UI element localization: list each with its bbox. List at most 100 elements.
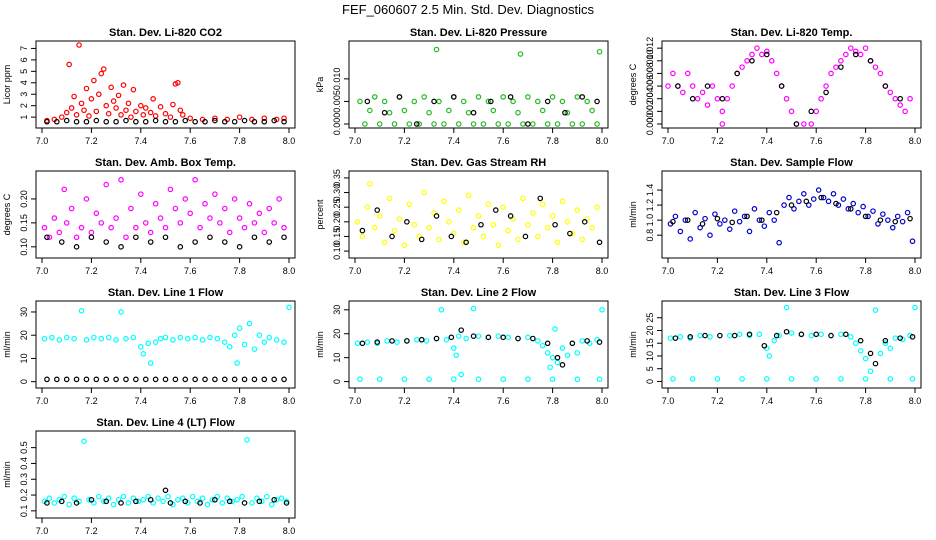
data-point [500, 204, 507, 210]
data-point [251, 234, 258, 241]
data-point [413, 336, 420, 343]
data-point [714, 95, 721, 102]
data-point [63, 334, 70, 341]
data-point [714, 376, 721, 382]
data-point [41, 224, 48, 231]
data-point [894, 213, 901, 220]
data-point [197, 500, 203, 506]
data-point [226, 344, 233, 350]
data-point [763, 51, 770, 58]
data-point [241, 117, 248, 124]
data-point [559, 362, 566, 368]
data-point [756, 331, 763, 338]
data-point [463, 335, 469, 342]
data-point [828, 70, 834, 77]
y-tick-label: 1.2 [645, 199, 655, 212]
data-point [93, 210, 100, 217]
data-point [840, 196, 847, 202]
data-point [266, 205, 273, 212]
data-point [147, 360, 154, 366]
data-point [788, 330, 795, 336]
data-point [371, 94, 378, 100]
panel-5: Stan. Dev. Gas Stream RH percent 7.0 7.2 7.4… [315, 157, 609, 276]
data-point [689, 95, 696, 102]
y-axis-label: ml/min [628, 331, 638, 358]
data-point [500, 334, 507, 341]
data-point [596, 239, 603, 246]
data-point [554, 121, 561, 127]
data-point [182, 498, 189, 505]
data-point [217, 220, 223, 226]
panel-title: Stan. Dev. Sample Flow [730, 157, 853, 169]
data-point [751, 206, 758, 212]
data-point [786, 194, 792, 201]
y-tick-label: 0.006 [645, 75, 655, 98]
data-point [704, 102, 711, 108]
data-point [761, 342, 768, 349]
plot-frame [661, 300, 922, 389]
data-point [450, 345, 457, 351]
data-point [525, 376, 531, 383]
data-point [133, 224, 139, 231]
data-point [118, 500, 124, 506]
panel-title: Stan. Dev. Line 1 Flow [108, 287, 224, 299]
data-point [433, 213, 440, 219]
data-point [744, 57, 750, 64]
data-point [702, 332, 708, 339]
data-point [202, 376, 208, 383]
y-tick-label: 20 [332, 329, 342, 339]
data-point [162, 118, 169, 125]
panel-title: Stan. Dev. Li-820 CO2 [109, 27, 222, 39]
data-point [675, 83, 681, 89]
data-point [520, 121, 526, 127]
data-point [140, 350, 147, 357]
data-point [160, 498, 166, 505]
x-tick-label: 8.0 [283, 136, 296, 146]
data-point [105, 334, 112, 341]
data-point [433, 46, 440, 53]
data-point [152, 117, 159, 124]
data-point [729, 83, 736, 89]
x-tick-label: 7.2 [711, 266, 724, 276]
data-point [234, 496, 240, 503]
data-point [594, 121, 600, 127]
data-point [51, 215, 58, 221]
data-point [68, 105, 75, 111]
data-point [197, 224, 203, 231]
data-point [91, 334, 97, 341]
data-point [128, 205, 134, 212]
data-point [882, 340, 889, 347]
data-point [584, 338, 590, 344]
data-point [389, 338, 395, 344]
data-point [359, 340, 366, 347]
data-point [909, 334, 916, 340]
data-point [515, 109, 521, 116]
data-point [133, 376, 139, 383]
data-point [376, 213, 383, 219]
data-point [423, 338, 430, 344]
data-point [182, 196, 189, 202]
y-tick-label: 0.010 [332, 68, 342, 91]
data-point [83, 85, 90, 92]
data-point [801, 191, 807, 197]
data-point [559, 345, 566, 351]
figure-title: FEF_060607 2.5 Min. Std. Dev. Diagnostic… [342, 2, 594, 17]
data-point [73, 376, 80, 383]
data-point [689, 376, 696, 382]
y-tick-label: 1 [19, 115, 29, 120]
data-point [761, 223, 768, 229]
x-tick-label: 8.0 [283, 396, 296, 406]
data-point [441, 198, 447, 205]
data-point [552, 221, 558, 228]
data-point [699, 221, 706, 227]
data-point [670, 376, 676, 382]
data-point [113, 215, 119, 221]
data-point [872, 360, 879, 367]
data-point [221, 205, 228, 212]
data-point [704, 83, 711, 89]
data-point [446, 219, 452, 225]
data-point [411, 98, 418, 105]
data-point [867, 350, 874, 357]
data-point [261, 118, 268, 125]
y-tick-label: 0.30 [332, 184, 342, 202]
